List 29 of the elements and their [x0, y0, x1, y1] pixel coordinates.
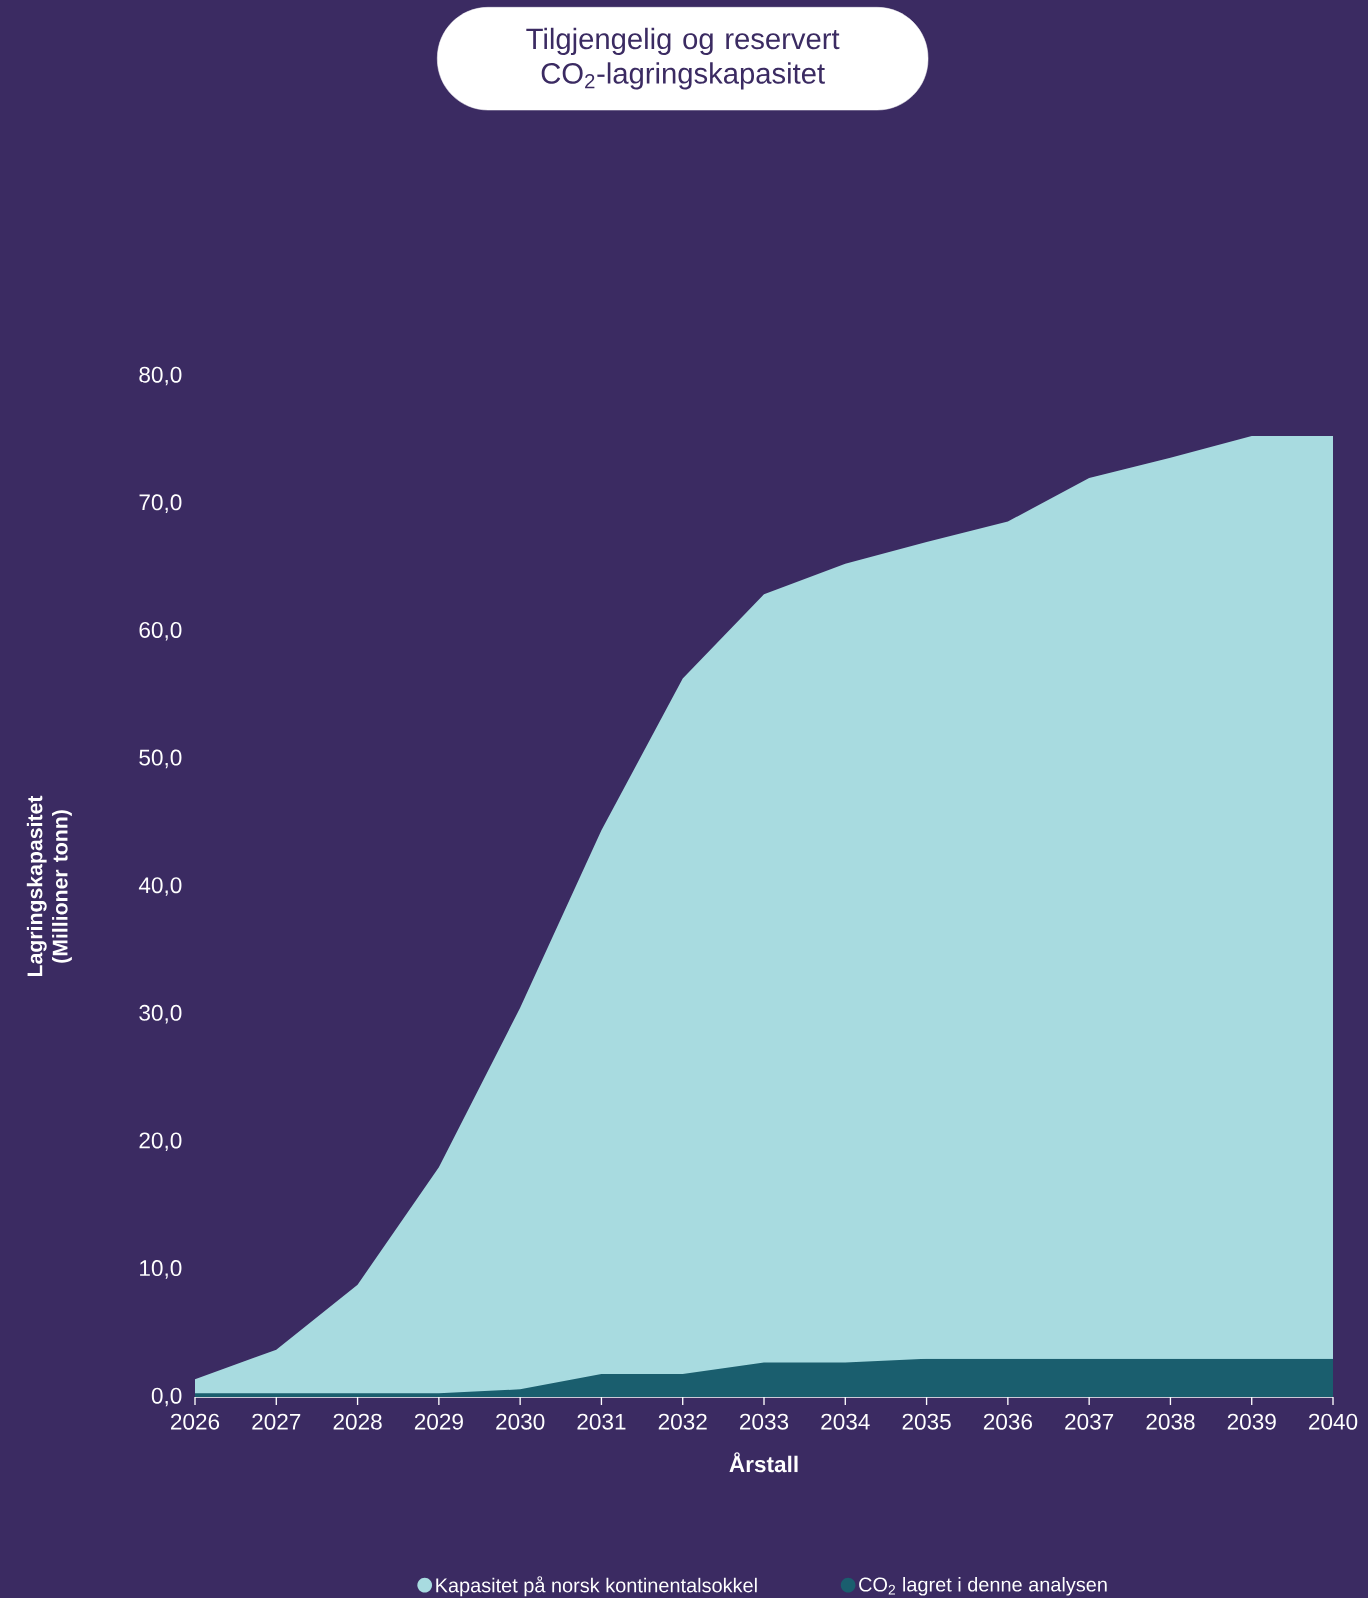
legend-label: CO$_{2}$ lagret i denne analysen — [859, 1576, 1107, 1596]
x-tick-label: 2028 — [333, 1413, 382, 1430]
x-tick-label: 2033 — [740, 1413, 789, 1430]
y-tick-label: 40,0 — [138, 877, 182, 896]
x-tick-label: 2032 — [658, 1413, 707, 1430]
y-tick-label: 20,0 — [139, 1132, 182, 1152]
x-tick-label: 2031 — [577, 1413, 626, 1430]
x-tick-label: 2027 — [252, 1413, 301, 1430]
x-tick-label: 2040 — [1309, 1413, 1358, 1430]
chart-title: Tilgjengelig og reservert CO$_{2}$-lagringskapasitet — [526, 27, 840, 90]
x-tick-label: 2026 — [171, 1413, 220, 1430]
x-tick-label: 2036 — [983, 1413, 1032, 1430]
y-tick-label: 80,0 — [139, 366, 182, 386]
y-axis-title: Lagringskapasitet (Millioner tonn) — [26, 795, 72, 977]
y-tick-label: 10,0 — [140, 1260, 182, 1279]
y-tick-label: 0,0 — [151, 1387, 182, 1407]
x-axis-title: Årstall — [729, 1452, 798, 1473]
y-tick-label: 70,0 — [139, 494, 182, 513]
y-tick-label: 30,0 — [139, 1004, 182, 1024]
x-tick-label: 2035 — [902, 1413, 951, 1430]
y-tick-label: 60,0 — [139, 621, 182, 641]
x-tick-label: 2029 — [414, 1413, 463, 1430]
legend-label: Kapasitet på norsk kontinentalsokkel — [436, 1576, 757, 1597]
x-tick-label: 2034 — [821, 1413, 870, 1430]
x-tick-label: 2038 — [1146, 1413, 1195, 1430]
x-tick-label: 2030 — [496, 1413, 545, 1430]
x-tick-label: 2037 — [1065, 1413, 1114, 1430]
x-tick-label: 2039 — [1227, 1413, 1276, 1430]
y-tick-label: 50,0 — [139, 749, 182, 769]
